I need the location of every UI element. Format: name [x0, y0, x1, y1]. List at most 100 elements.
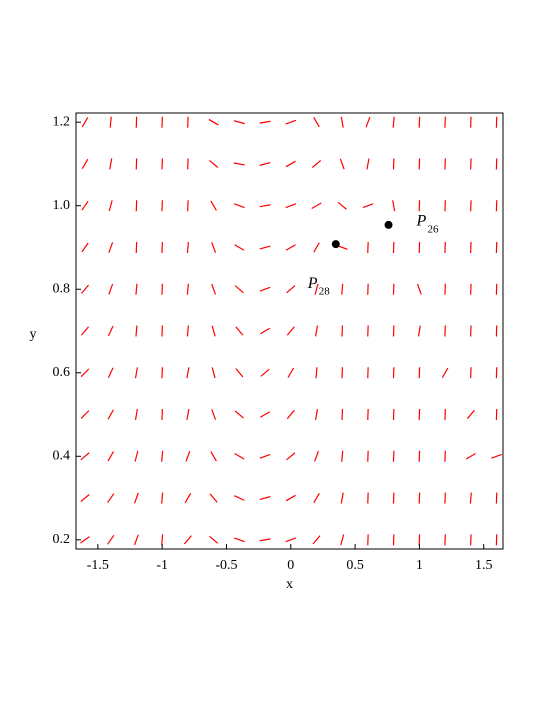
field-segment: [183, 535, 192, 545]
field-segment: [341, 283, 344, 295]
field-segment: [466, 409, 475, 420]
field-segment: [134, 367, 138, 379]
field-segment: [184, 492, 192, 504]
field-segment: [313, 242, 320, 253]
field-segment: [339, 158, 345, 170]
field-segment: [259, 286, 271, 292]
x-tick-label: 1.5: [475, 558, 493, 573]
field-segment: [315, 367, 318, 379]
field-segment: [186, 409, 190, 421]
y-tick-label: 0.8: [53, 281, 71, 296]
x-tick-label: 0.5: [346, 558, 364, 573]
field-segment: [209, 493, 218, 503]
field-segment: [186, 241, 189, 254]
field-segment: [208, 118, 219, 126]
y-axis-label: y: [30, 327, 37, 342]
field-segment: [134, 534, 139, 546]
field-segment: [81, 326, 89, 336]
field-segment: [210, 200, 217, 211]
field-segment: [285, 537, 297, 543]
field-segment: [80, 494, 90, 503]
field-segment: [312, 535, 321, 545]
field-segment: [134, 409, 138, 421]
field-segment: [233, 120, 245, 125]
field-segment: [313, 492, 320, 504]
point: [331, 240, 340, 249]
field-segment: [211, 409, 217, 420]
field-segment: [108, 242, 114, 253]
field-segment: [285, 494, 296, 502]
field-segment: [80, 536, 90, 544]
field-segment: [416, 283, 422, 295]
field-segment: [392, 116, 395, 128]
field-segment: [107, 325, 114, 337]
y-tick-label: 1.2: [53, 114, 71, 129]
field-segment: [469, 492, 472, 504]
x-tick-label: -1: [156, 558, 168, 573]
field-segment: [186, 283, 189, 295]
field-segment: [286, 452, 296, 461]
field-segment: [313, 117, 320, 128]
field-segment: [491, 453, 502, 459]
field-segment: [107, 451, 114, 462]
field-segment: [417, 325, 421, 337]
field-segment: [161, 492, 164, 504]
field-segment: [161, 534, 164, 546]
field-segment: [81, 158, 89, 170]
field-segment: [109, 158, 113, 170]
field-segment: [235, 326, 244, 336]
x-axis-label: x: [286, 577, 293, 592]
point-label-subscript: 28: [319, 286, 331, 298]
y-tick-label: 0.6: [53, 365, 71, 380]
field-segment: [314, 283, 319, 295]
field-segment: [260, 327, 271, 335]
field-segment: [366, 158, 370, 170]
field-segment: [314, 325, 319, 337]
field-segment: [259, 245, 271, 250]
field-segment: [259, 161, 271, 166]
field-segment: [108, 283, 114, 295]
field-segment: [441, 367, 449, 378]
y-tick-label: 0.4: [53, 449, 71, 464]
field-segment: [340, 534, 345, 546]
field-segment: [234, 285, 244, 294]
field-segment: [260, 368, 270, 377]
field-segment: [80, 452, 90, 461]
field-segment: [233, 162, 245, 166]
field-segment: [107, 367, 114, 379]
field-segment: [286, 285, 296, 294]
field-segment: [233, 537, 245, 543]
field-segment: [286, 326, 295, 336]
field-segment: [365, 116, 371, 128]
y-tick-label: 0.2: [53, 532, 71, 547]
x-tick-label: -1.5: [87, 558, 109, 573]
x-tick-label: -0.5: [215, 558, 237, 573]
field-segment: [210, 451, 217, 462]
field-segment: [109, 116, 112, 128]
field-segment: [286, 409, 295, 420]
field-segment: [185, 450, 191, 462]
field-segment: [314, 409, 319, 421]
field-segment: [285, 203, 297, 209]
field-segment: [186, 367, 190, 379]
field-segment: [211, 367, 216, 379]
field-segment: [209, 159, 219, 168]
field-segment: [81, 242, 89, 253]
point-label: P: [307, 275, 318, 292]
field-segment: [235, 368, 244, 378]
field-segment: [81, 117, 89, 128]
point-label-subscript: 26: [428, 223, 440, 235]
field-segment: [233, 203, 245, 209]
field-segment: [340, 116, 344, 128]
plot-frame: [75, 112, 504, 550]
field-segment: [134, 450, 139, 462]
x-tick-label: 0: [287, 558, 294, 573]
field-segment: [81, 284, 89, 294]
field-segment: [259, 120, 271, 124]
field-segment: [80, 368, 90, 378]
field-segment: [234, 410, 244, 419]
field-segment: [465, 453, 476, 460]
field-segment: [209, 535, 219, 544]
